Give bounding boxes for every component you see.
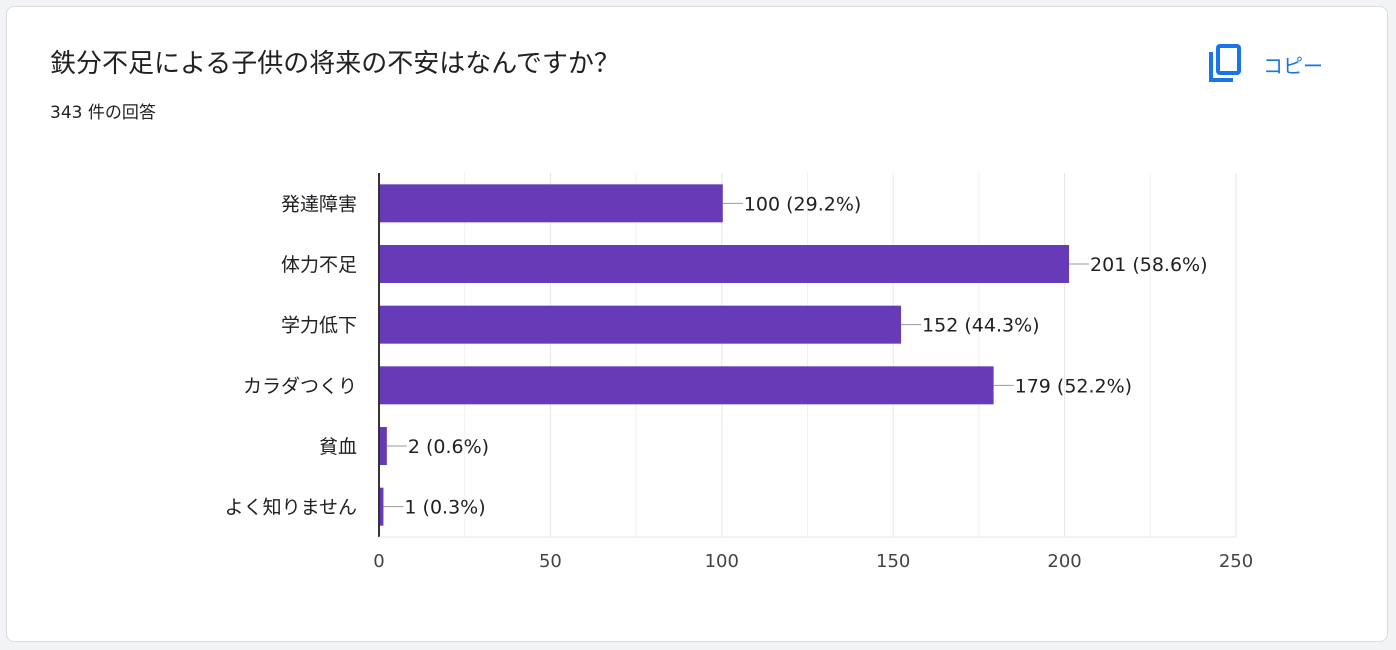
x-tick-label: 0 [373,551,384,572]
data-label: 100 (29.2%) [744,193,862,215]
copy-button[interactable]: コピー [1207,41,1323,87]
x-tick-label: 250 [1219,551,1253,572]
response-count: 343 件の回答 [50,103,156,123]
x-tick-label: 50 [539,551,562,572]
question-title: 鉄分不足による子供の将来の不安はなんですか？ [50,49,620,79]
data-label: 179 (52.2%) [1015,375,1133,397]
category-label: 貧血 [319,436,357,458]
category-label: 発達障害 [281,193,357,215]
copy-button-label: コピー [1263,53,1323,78]
bar [380,245,1070,283]
data-label: 2 (0.6%) [408,436,489,458]
data-label: 201 (58.6%) [1090,254,1208,276]
copy-icon [1209,44,1241,82]
category-label: カラダつくり [243,375,357,397]
bar [380,487,384,526]
x-tick-label: 100 [705,551,739,572]
x-tick-label: 200 [1047,551,1081,572]
bar [380,366,994,405]
category-label: 体力不足 [281,254,357,276]
question-card: 鉄分不足による子供の将来の不安はなんですか？ 343 件の回答 コピー 0 50 1… [6,6,1388,642]
category-label: よく知りません [225,497,357,519]
bar [380,305,902,344]
x-tick-label: 150 [876,551,910,572]
bar-chart: 0 50 100 150 200 250 発達障害 100 (29.2%) 体力不足 201 (5… [225,173,1253,572]
bar [380,427,387,465]
data-label: 152 (44.3%) [922,315,1040,337]
data-label: 1 (0.3%) [404,497,485,519]
bar [380,184,723,223]
category-label: 学力低下 [281,315,357,337]
